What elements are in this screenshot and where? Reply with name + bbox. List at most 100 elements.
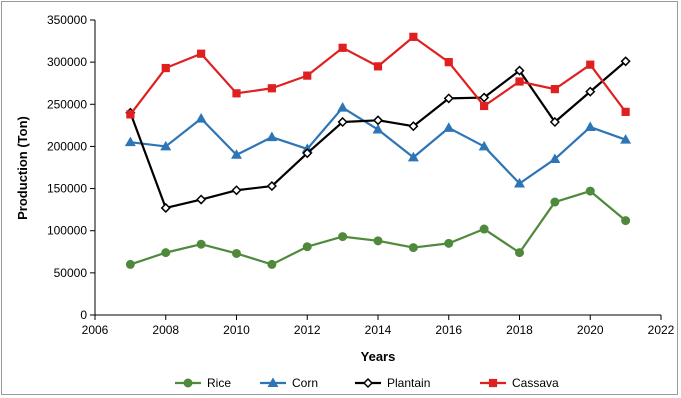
series-rice [125, 186, 631, 269]
rice-point [196, 239, 206, 249]
legend-swatch-marker [267, 377, 279, 387]
rice-point [621, 216, 631, 226]
cassava-point [232, 89, 241, 98]
x-tick-label: 2008 [152, 323, 179, 337]
plantain-point [231, 185, 242, 196]
x-axis-ticks: 2006 2008 2010 2012 2014 2016 2018 2020 2022 [82, 315, 675, 337]
rice-point [550, 197, 560, 207]
x-tick-label: 2012 [294, 323, 321, 337]
y-tick-label: 150000 [47, 182, 87, 196]
plantain-point [160, 202, 171, 214]
y-tick-label: 350000 [47, 13, 87, 27]
x-tick-label: 2020 [577, 323, 604, 337]
x-tick-label: 2016 [435, 323, 462, 337]
rice-point [515, 248, 524, 258]
x-tick-label: 2018 [506, 323, 533, 337]
legend-swatch-marker [488, 378, 498, 388]
plantain-point [372, 115, 384, 126]
cassava-point [586, 60, 595, 69]
plantain-point [443, 93, 454, 104]
corn-point [407, 151, 419, 162]
corn-point [160, 140, 172, 151]
rice-point [408, 243, 418, 253]
plantain-point [196, 194, 207, 205]
y-tick-label: 200000 [47, 139, 87, 153]
x-tick-label: 2022 [648, 323, 675, 337]
corn-point [124, 136, 136, 147]
x-axis-title: Years [361, 349, 396, 364]
legend-label: Corn [292, 376, 318, 390]
corn-point [443, 122, 455, 132]
series-layer [124, 32, 632, 269]
cassava-point [409, 32, 418, 41]
corn-point [478, 140, 490, 151]
plantain-point [479, 92, 490, 103]
plantain-point [337, 116, 348, 128]
legend-item-corn: Corn [260, 376, 318, 390]
plantain-point [266, 180, 277, 192]
legend: Rice Corn Plantain Cassava [175, 376, 559, 390]
y-tick-label: 300000 [47, 55, 87, 69]
rice-point [338, 232, 348, 242]
plantain-point [585, 86, 596, 97]
y-tick-label: 0 [80, 308, 87, 322]
legend-item-cassava: Cassava [480, 376, 559, 390]
series-cassava [126, 32, 630, 119]
plantain-line [129, 60, 627, 210]
x-tick-label: 2010 [223, 323, 250, 337]
rice-point [302, 242, 312, 252]
plantain-point [620, 56, 631, 67]
corn-point [372, 123, 384, 134]
series-corn [124, 102, 632, 188]
corn-point [620, 134, 632, 144]
cassava-point [480, 101, 489, 111]
legend-item-rice: Rice [175, 376, 231, 390]
legend-item-plantain: Plantain [355, 376, 430, 390]
series-plantain [125, 56, 631, 214]
y-tick-label: 50000 [54, 266, 88, 280]
cassava-point [303, 71, 312, 80]
x-tick-label: 2014 [365, 323, 392, 337]
cassava-point [515, 77, 524, 86]
cassava-point [550, 85, 559, 94]
corn-point [195, 113, 207, 123]
rice-point [444, 238, 454, 248]
plantain-point [408, 121, 419, 132]
y-tick-label: 100000 [47, 224, 87, 238]
legend-swatch-marker [362, 377, 374, 389]
rice-point [232, 248, 241, 258]
rice-point [125, 259, 135, 269]
rice-point [585, 186, 595, 196]
cassava-point [621, 107, 630, 116]
plantain-point [514, 65, 525, 76]
corn-point [231, 149, 242, 159]
cassava-point [197, 49, 206, 58]
legend-label: Cassava [512, 376, 559, 390]
corn-point [266, 131, 278, 142]
rice-point [267, 259, 277, 269]
cassava-point [444, 58, 453, 67]
corn-point [549, 153, 561, 164]
plantain-point [549, 116, 560, 128]
rice-point [373, 236, 383, 246]
rice-point [161, 248, 171, 258]
corn-point [514, 177, 525, 188]
y-tick-label: 250000 [47, 97, 87, 111]
y-axis-ticks: 0 50000 100000 150000 200000 250000 300000 3500… [47, 13, 95, 322]
y-axis-title: Production (Ton) [15, 116, 30, 220]
cassava-point [267, 84, 276, 93]
legend-swatch-marker [183, 378, 193, 388]
plot-area: 2006 2008 2010 2012 2014 2016 2018 2020 2022 0 50… [47, 13, 675, 337]
corn-point [337, 102, 349, 112]
corn-point [584, 121, 596, 131]
x-tick-label: 2006 [82, 323, 109, 337]
legend-label: Rice [207, 376, 231, 390]
legend-label: Plantain [387, 376, 430, 390]
cassava-point [161, 63, 170, 73]
rice-point [479, 224, 489, 234]
cassava-point [126, 110, 135, 119]
cassava-line [129, 35, 627, 116]
cassava-point [338, 43, 347, 52]
plantain-point [302, 148, 313, 159]
